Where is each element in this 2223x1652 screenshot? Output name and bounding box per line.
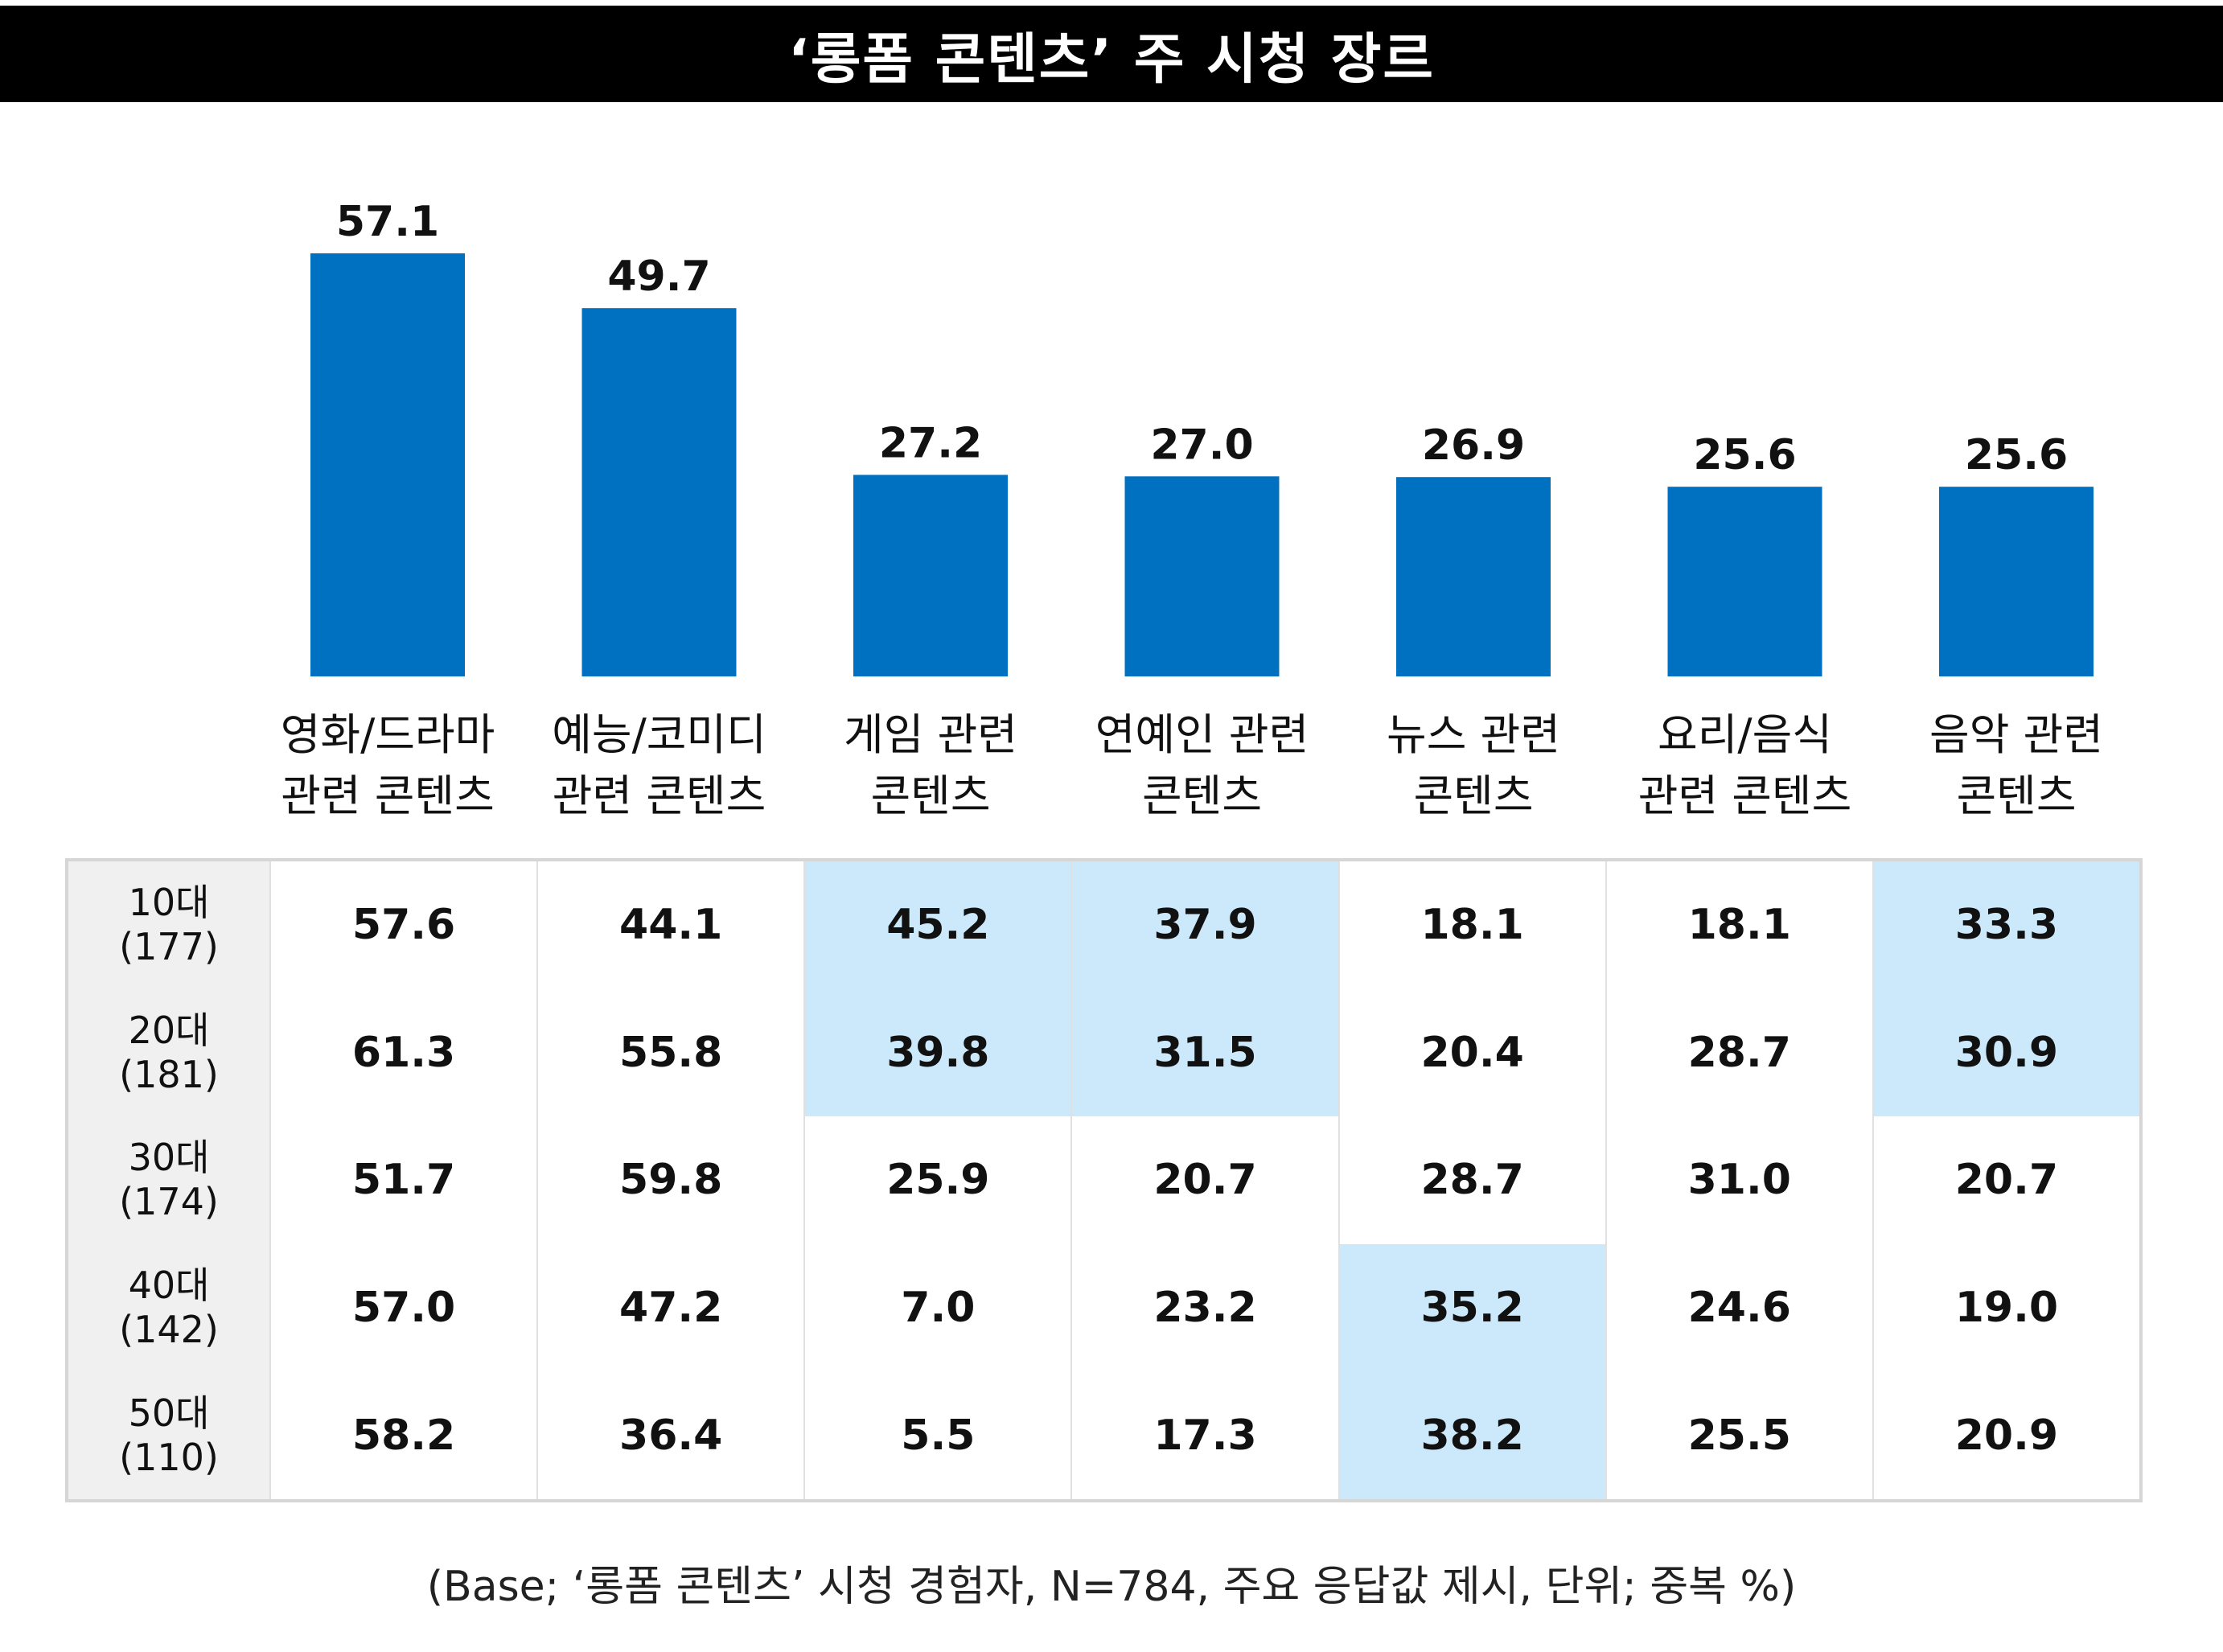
category-label: 관련 콘텐츠 [281,771,495,821]
bar-value-label: 27.2 [879,419,982,467]
bar-value-label: 27.0 [1150,421,1253,469]
category-label: 콘텐츠 [1413,771,1533,821]
row-header: 30대 (174) [68,1116,269,1244]
age-group-label: 40대 [128,1263,210,1307]
table-cell: 20.7 [1872,1116,2139,1244]
table-cell: 55.8 [536,988,803,1117]
age-group-label: 50대 [128,1391,210,1435]
table-cell: 19.0 [1872,1243,2139,1372]
age-group-label: 10대 [128,881,210,925]
table-cell: 44.1 [536,861,803,989]
age-group-label: 20대 [128,1008,210,1052]
table-cell: 28.7 [1605,988,1872,1117]
category-label: 연예인 관련 [1095,709,1309,760]
table-cell: 58.2 [269,1371,536,1499]
age-group-label: 30대 [128,1136,210,1180]
table-cell: 30.9 [1872,988,2139,1117]
bar-value-label: 25.6 [1965,431,2068,479]
table-cell: 31.5 [1070,988,1338,1117]
table-cell: 20.7 [1070,1116,1337,1244]
category-label: 관련 콘텐츠 [1638,771,1852,821]
footnote: (Base; ‘롱폼 콘텐츠’ 시청 경험자, N=784, 주요 응답값 제시… [426,1563,1797,1611]
bar-value-label: 49.7 [607,253,710,301]
table-cell: 17.3 [1070,1371,1337,1499]
bar-value-label: 57.1 [336,198,439,246]
row-header: 20대 (181) [68,988,269,1117]
table-cell: 37.9 [1070,861,1338,989]
table-cell: 28.7 [1337,1116,1605,1244]
table-cell: 35.2 [1337,1243,1605,1372]
table-cell: 47.2 [536,1243,803,1372]
table-cell: 18.1 [1337,861,1605,989]
table-cell: 38.2 [1337,1371,1605,1499]
table-cell: 25.5 [1605,1371,1872,1499]
bar [1939,487,2094,676]
bar [1667,487,1822,676]
bar-value-label: 25.6 [1693,431,1796,479]
row-header: 40대 (142) [68,1243,269,1372]
table-cell: 23.2 [1070,1243,1337,1372]
table-cell: 57.6 [269,861,536,989]
table-cell: 57.0 [269,1243,536,1372]
sample-size-label: (110) [119,1435,219,1479]
sample-size-label: (174) [119,1180,219,1224]
table-cell: 7.0 [803,1243,1070,1372]
sample-size-label: (142) [119,1308,219,1352]
table-cell: 36.4 [536,1371,803,1499]
table-cell: 20.4 [1337,988,1605,1117]
table-cell: 61.3 [269,988,536,1117]
sample-size-label: (181) [119,1052,219,1096]
chart-title: ‘롱폼 콘텐츠’ 주 시청 장르 [0,6,2223,102]
category-label: 영화/드라마 [281,709,495,760]
bar-value-label: 26.9 [1422,421,1525,470]
bar [581,308,737,676]
category-label: 음악 관련 [1929,709,2103,760]
category-label: 관련 콘텐츠 [553,771,766,821]
row-header: 10대 (177) [68,861,269,989]
category-label: 요리/음식 [1658,709,1832,760]
category-label: 뉴스 관련 [1387,709,1560,760]
category-label: 게임 관련 [844,709,1017,760]
table-cell: 39.8 [803,988,1071,1117]
table-cell: 51.7 [269,1116,536,1244]
category-label: 콘텐츠 [870,771,990,821]
table-cell: 33.3 [1872,861,2139,989]
table-cell: 45.2 [803,861,1071,989]
table-cell: 5.5 [803,1371,1070,1499]
category-label: 예능/코미디 [552,709,766,760]
row-header: 50대 (110) [68,1371,269,1499]
table-cell: 18.1 [1605,861,1872,989]
table-cell: 31.0 [1605,1116,1872,1244]
bar [1396,477,1551,676]
age-breakdown-table: 10대 (177) 57.6 44.1 45.2 37.9 18.1 18.1 33.3 20대(… [65,858,2143,1502]
table-cell: 20.9 [1872,1371,2139,1499]
bar [853,475,1008,676]
table-cell: 25.9 [803,1116,1070,1244]
bar [1124,476,1280,676]
table-cell: 24.6 [1605,1243,1872,1372]
table-cell: 59.8 [536,1116,803,1244]
sample-size-label: (177) [119,925,219,969]
category-label: 콘텐츠 [1956,771,2076,821]
category-label: 콘텐츠 [1142,771,1262,821]
bar [310,253,465,676]
